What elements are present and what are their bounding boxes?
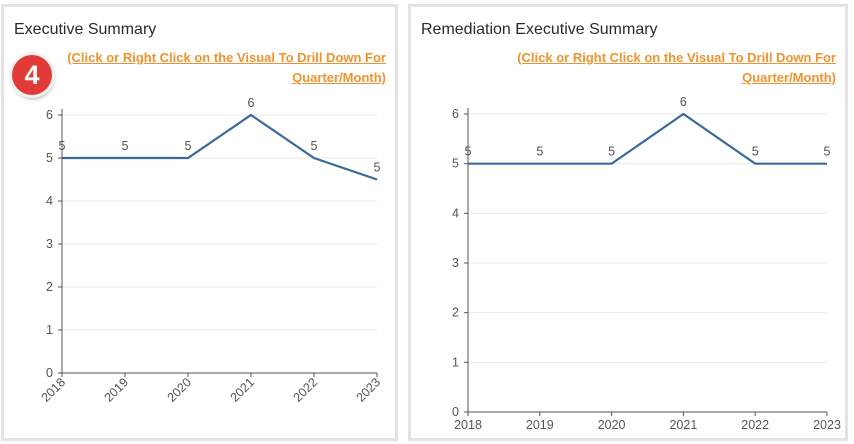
data-label: 6 <box>680 95 687 109</box>
panel-title: Executive Summary <box>14 21 157 38</box>
x-tick-label: 2022 <box>291 375 321 405</box>
x-tick-label: 2018 <box>39 375 69 405</box>
y-tick-label: 4 <box>452 206 459 220</box>
y-tick-label: 3 <box>452 256 459 270</box>
x-tick-label: 2019 <box>526 418 554 432</box>
executive-summary-panel[interactable]: Executive Summary (Click or Right Click … <box>1 4 398 441</box>
y-tick-label: 5 <box>46 151 53 165</box>
x-tick-label: 2020 <box>165 375 195 405</box>
y-tick-label: 1 <box>46 323 53 337</box>
x-tick-label: 2021 <box>228 375 258 405</box>
x-tick-label: 2021 <box>669 418 697 432</box>
y-tick-label: 4 <box>46 194 53 208</box>
y-tick-label: 5 <box>452 157 459 171</box>
x-tick-label: 2022 <box>741 418 769 432</box>
data-label: 5 <box>374 161 381 175</box>
data-label: 5 <box>608 145 615 159</box>
y-tick-label: 2 <box>452 306 459 320</box>
drill-down-link-line-1[interactable]: (Click or Right Click on the Visual To D… <box>517 50 836 65</box>
data-series-line <box>468 112 827 165</box>
y-tick-label: 3 <box>46 237 53 251</box>
y-tick-label: 6 <box>46 108 53 122</box>
remediation-executive-summary-panel[interactable]: Remediation Executive Summary (Click or … <box>408 4 848 441</box>
y-tick-label: 6 <box>452 107 459 121</box>
x-tick-label: 2019 <box>102 375 132 405</box>
data-label: 5 <box>752 145 759 159</box>
drill-down-link[interactable]: (Click or Right Click on the Visual To D… <box>46 48 386 88</box>
x-tick-label: 2023 <box>354 375 384 405</box>
data-label: 5 <box>311 139 318 153</box>
data-series-line <box>62 113 378 181</box>
x-tick-label: 2023 <box>813 418 841 432</box>
data-label: 5 <box>59 139 66 153</box>
y-tick-label: 2 <box>46 280 53 294</box>
data-label: 5 <box>465 145 472 159</box>
drill-down-link-line-1[interactable]: (Click or Right Click on the Visual To D… <box>67 50 386 65</box>
data-label: 5 <box>824 145 831 159</box>
y-tick-label: 0 <box>452 405 459 419</box>
drill-down-link-line-2[interactable]: Quarter/Month) <box>742 70 836 85</box>
data-label: 5 <box>185 139 192 153</box>
y-tick-label: 0 <box>46 366 53 380</box>
data-label: 6 <box>248 96 255 110</box>
y-tick-label: 1 <box>452 355 459 369</box>
drill-down-link-line-2[interactable]: Quarter/Month) <box>292 70 386 85</box>
data-label: 5 <box>536 145 543 159</box>
x-tick-label: 2018 <box>454 418 482 432</box>
drill-down-link[interactable]: (Click or Right Click on the Visual To D… <box>496 48 836 88</box>
data-label: 5 <box>122 139 129 153</box>
x-tick-label: 2020 <box>598 418 626 432</box>
panel-title: Remediation Executive Summary <box>421 21 658 38</box>
step-number-badge: 4 <box>12 55 52 95</box>
